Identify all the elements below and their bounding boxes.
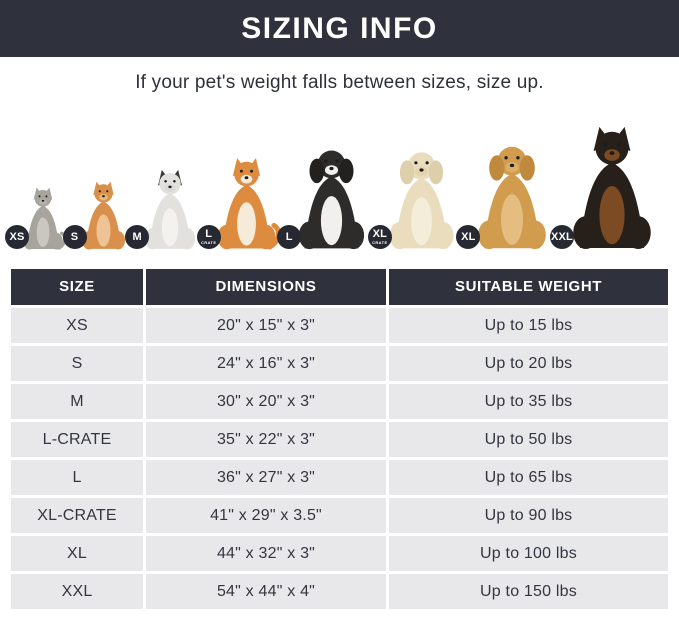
cell-dimensions: 24" x 16" x 3" [146, 346, 386, 381]
cell-dimensions: 35" x 22" x 3" [146, 422, 386, 457]
cell-size: XL [11, 536, 143, 571]
pet-figure-shiba-inu: L CRATE [196, 156, 283, 250]
table-body: XS 20" x 15" x 3" Up to 15 lbs S 24" x 16" x… [11, 308, 668, 609]
size-badge-label: L [285, 230, 293, 243]
size-badge-pomeranian: S [62, 225, 87, 249]
shiba-inu-illustration [217, 158, 281, 250]
column-header-size: SIZE [11, 269, 143, 305]
cell-size: S [11, 346, 143, 381]
page-title: SIZING INFO [241, 11, 438, 45]
pet-figure-golden-retriever: XL [456, 140, 555, 250]
table-row-l-crate: L-CRATE 35" x 22" x 3" Up to 50 lbs [11, 422, 668, 457]
cat-illustration [23, 187, 67, 250]
cell-suitable-weight: Up to 20 lbs [389, 346, 668, 381]
column-header-dimensions: DIMENSIONS [146, 269, 386, 305]
cell-size: XXL [11, 574, 143, 609]
cell-size: XS [11, 308, 143, 343]
size-badge-label: L [205, 228, 213, 240]
pet-figure-labrador: XL CRATE [367, 146, 462, 250]
cell-size: L-CRATE [11, 422, 143, 457]
table-row-m: M 30" x 20" x 3" Up to 35 lbs [11, 384, 668, 419]
cell-suitable-weight: Up to 35 lbs [389, 384, 668, 419]
size-badge-label: XXL [550, 230, 573, 243]
table-row-s: S 24" x 16" x 3" Up to 20 lbs [11, 346, 668, 381]
cell-suitable-weight: Up to 90 lbs [389, 498, 668, 533]
french-bulldog-illustration [144, 169, 196, 250]
size-badge-border-collie: L [277, 225, 302, 249]
size-badge-label: M [132, 230, 142, 243]
cell-size: XL-CRATE [11, 498, 143, 533]
cell-suitable-weight: Up to 65 lbs [389, 460, 668, 495]
cell-size: M [11, 384, 143, 419]
golden-retriever-illustration [478, 146, 547, 250]
pet-figure-doberman: XXL [549, 124, 661, 250]
size-badge-doberman: XXL [549, 225, 574, 249]
cell-dimensions: 44" x 32" x 3" [146, 536, 386, 571]
table-row-xxl: XXL 54" x 44" x 4" Up to 150 lbs [11, 574, 668, 609]
size-badge-label: S [70, 230, 79, 243]
size-badge-shiba-inu: L CRATE [196, 225, 221, 249]
cell-suitable-weight: Up to 50 lbs [389, 422, 668, 457]
size-badge-french-bulldog: M [125, 225, 150, 249]
cell-dimensions: 30" x 20" x 3" [146, 384, 386, 419]
cell-dimensions: 41" x 29" x 3.5" [146, 498, 386, 533]
table-row-xl: XL 44" x 32" x 3" Up to 100 lbs [11, 536, 668, 571]
pet-figure-french-bulldog: M [125, 168, 202, 250]
labrador-illustration [389, 152, 454, 250]
cell-size: L [11, 460, 143, 495]
size-badge-label: XS [9, 230, 25, 243]
size-badge-cat: XS [5, 225, 29, 249]
size-badge-sublabel: CRATE [200, 240, 217, 245]
table-row-xs: XS 20" x 15" x 3" Up to 15 lbs [11, 308, 668, 343]
column-header-suitable-weight: SUITABLE WEIGHT [389, 269, 668, 305]
size-badge-label: XL [461, 230, 476, 243]
cell-suitable-weight: Up to 100 lbs [389, 536, 668, 571]
size-badge-labrador: XL CRATE [367, 225, 392, 249]
pomeranian-illustration [81, 181, 125, 250]
pet-figure-pomeranian: S [62, 180, 131, 250]
pet-size-illustrations: XS S M L CRATE L XL CRATE XL XXL [5, 98, 661, 260]
subtitle-text: If your pet's weight falls between sizes… [135, 72, 544, 93]
cell-dimensions: 54" x 44" x 4" [146, 574, 386, 609]
title-bar: SIZING INFO [0, 0, 679, 57]
cell-suitable-weight: Up to 15 lbs [389, 308, 668, 343]
table-row-xl-crate: XL-CRATE 41" x 29" x 3.5" Up to 90 lbs [11, 498, 668, 533]
cell-suitable-weight: Up to 150 lbs [389, 574, 668, 609]
cell-dimensions: 20" x 15" x 3" [146, 308, 386, 343]
table-header-row: SIZE DIMENSIONS SUITABLE WEIGHT [11, 269, 668, 305]
size-badge-golden-retriever: XL [456, 225, 481, 249]
cell-dimensions: 36" x 27" x 3" [146, 460, 386, 495]
size-badge-label: XL [372, 228, 388, 240]
doberman-illustration [573, 126, 651, 250]
pet-figure-cat: XS [5, 186, 68, 250]
pet-figure-border-collie: L [277, 144, 373, 250]
table-row-l: L 36" x 27" x 3" Up to 65 lbs [11, 460, 668, 495]
size-badge-sublabel: CRATE [372, 240, 388, 245]
border-collie-illustration [299, 150, 365, 250]
sizing-table: SIZE DIMENSIONS SUITABLE WEIGHT XS 20" x 15… [11, 269, 668, 609]
